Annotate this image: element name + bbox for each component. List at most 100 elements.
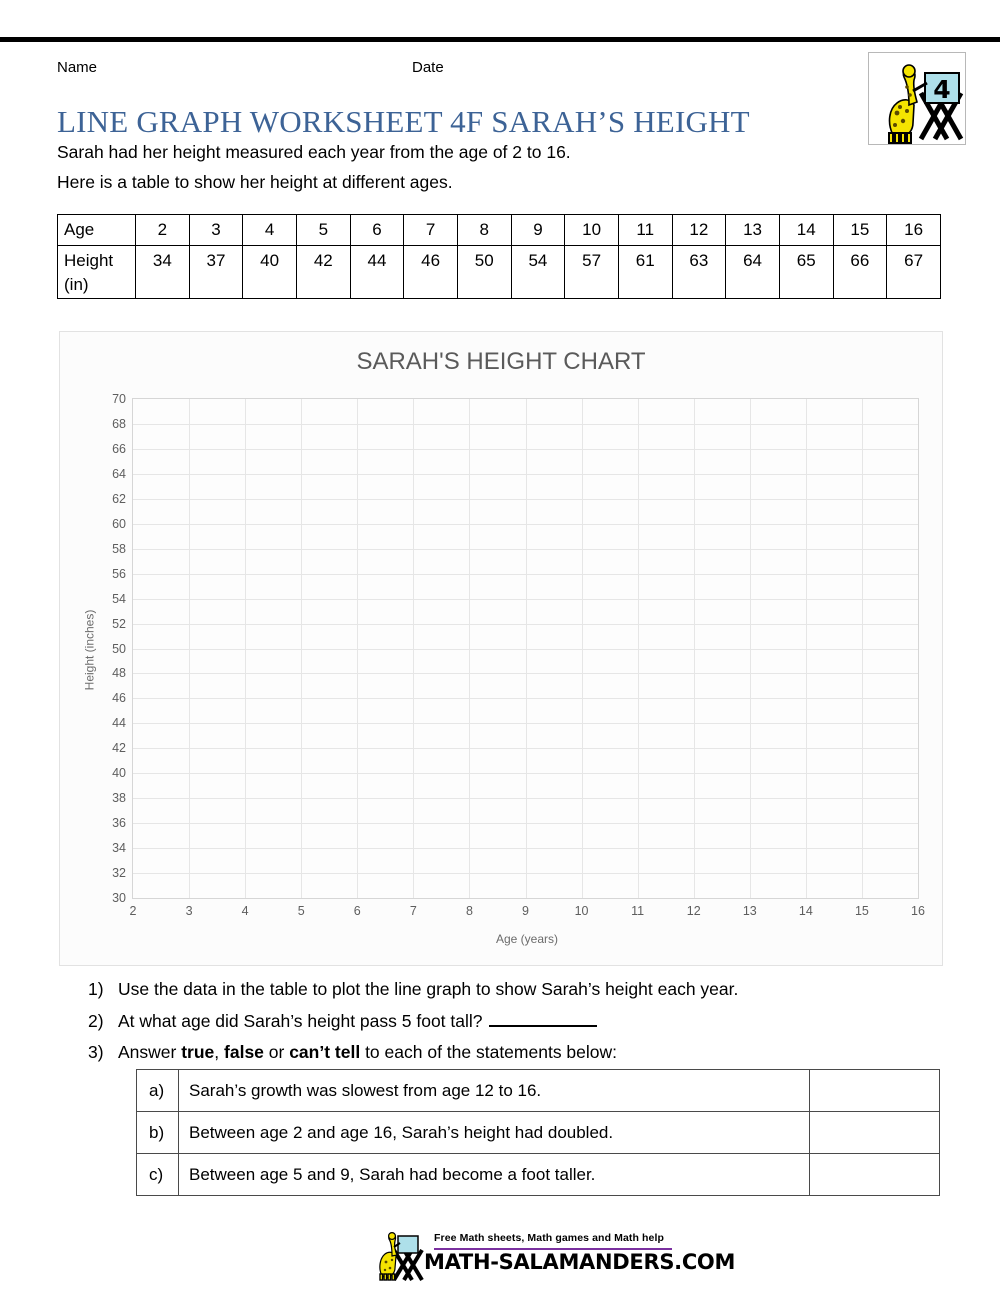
y-tick-label: 58 (112, 541, 126, 556)
height-cell: 66 (832, 245, 888, 299)
x-tick-label: 8 (465, 904, 473, 918)
statements-answer-table: a) Sarah’s growth was slowest from age 12… (136, 1069, 940, 1196)
y-tick-label: 68 (112, 416, 126, 431)
height-cell: 57 (564, 245, 619, 299)
y-axis-ticks: 70 68 66 64 62 60 58 56 54 52 50 48 46 44 42 40 38 36 34 32… (82, 392, 126, 905)
y-tick-label: 36 (112, 816, 126, 831)
y-tick-label: 48 (112, 666, 126, 681)
y-tick-label: 42 (112, 741, 126, 756)
question-3-option-true: true (181, 1042, 215, 1062)
intro-line-1: Sarah had her height measured each year … (57, 142, 571, 162)
gridline-vertical (189, 399, 191, 898)
x-tick-label: 11 (631, 904, 645, 918)
worksheet-header: Name Date (57, 59, 857, 81)
gridline-vertical (413, 399, 415, 898)
x-tick-label: 16 (911, 904, 925, 918)
age-cell: 7 (403, 214, 458, 246)
age-cell: 3 (188, 214, 244, 246)
x-tick-label: 10 (574, 904, 589, 918)
gridline-vertical (301, 399, 303, 898)
height-data-table: Age 2 3 4 5 6 7 8 9 10 11 12 13 14 15 16 Height (in) 3… (57, 214, 941, 299)
giraffe-easel-logo-icon: 4 (868, 52, 966, 145)
y-tick-label: 40 (112, 766, 126, 781)
gridline-vertical (245, 399, 247, 898)
age-cell: 8 (456, 214, 512, 246)
height-cell: 37 (188, 245, 244, 299)
question-3-sep-1: , (214, 1042, 225, 1062)
age-cell: 15 (832, 214, 888, 246)
question-2: 2) At what age did Sarah’s height pass 5 … (88, 1011, 597, 1032)
gridline-vertical (861, 399, 863, 898)
height-cell: 42 (295, 245, 351, 299)
x-tick-label: 15 (854, 904, 869, 918)
row-label-age: Age (57, 214, 136, 246)
svg-text:4: 4 (933, 75, 950, 104)
y-tick-label: 52 (112, 616, 126, 631)
age-cell: 10 (564, 214, 619, 246)
table-row: b) Between age 2 and age 16, Sarah’s heig… (136, 1111, 940, 1154)
question-2-text: At what age did Sarah’s height pass 5 fo… (118, 1011, 483, 1031)
gridline-vertical (581, 399, 583, 898)
height-cell: 54 (510, 245, 566, 299)
table-row: c) Between age 5 and 9, Sarah had become … (136, 1153, 940, 1196)
age-cell: 13 (725, 214, 780, 246)
gridline-vertical (749, 399, 751, 898)
footer-tagline: Free Math sheets, Math games and Math he… (434, 1232, 664, 1244)
chart-plot-area[interactable] (132, 398, 919, 899)
statement-index: b) (136, 1111, 179, 1154)
question-2-answer-blank[interactable] (488, 1012, 597, 1027)
y-tick-label: 30 (112, 891, 126, 905)
question-3-number: 3) (88, 1042, 104, 1062)
statement-text: Between age 5 and 9, Sarah had become a … (178, 1153, 810, 1196)
row-label-height-unit: (in) (64, 275, 89, 294)
age-cell: 2 (135, 214, 190, 246)
question-3: 3) Answer true, false or can’t tell to ea… (88, 1042, 617, 1063)
x-tick-label: 3 (185, 904, 193, 918)
x-tick-label: 14 (798, 904, 813, 918)
name-label: Name (57, 59, 98, 76)
gridline-vertical (693, 399, 695, 898)
age-cell: 9 (510, 214, 566, 246)
x-tick-label: 7 (409, 904, 417, 918)
y-tick-label: 44 (112, 716, 126, 731)
statement-text: Sarah’s growth was slowest from age 12 t… (178, 1069, 810, 1112)
age-cell: 6 (349, 214, 405, 246)
intro-line-2: Here is a table to show her height at di… (57, 172, 453, 192)
question-3-prefix: Answer (118, 1042, 182, 1062)
statement-index: a) (136, 1069, 179, 1112)
question-3-option-false: false (224, 1042, 264, 1062)
x-tick-label: 9 (522, 904, 529, 918)
footer-divider (434, 1248, 672, 1250)
salamander-mascot-icon (379, 1231, 424, 1282)
height-cell: 63 (671, 245, 727, 299)
y-tick-label: 64 (112, 466, 126, 481)
x-tick-label: 5 (297, 904, 305, 918)
x-axis-title: Age (years) (495, 932, 559, 946)
gridline-vertical (525, 399, 527, 898)
y-tick-label: 34 (112, 841, 126, 856)
table-row-heights: Height (in) 34 37 40 42 44 46 50 54 57 61 63 64 65 66… (57, 245, 941, 299)
x-tick-label: 12 (686, 904, 701, 918)
age-cell: 4 (242, 214, 297, 246)
age-cell: 16 (886, 214, 941, 246)
x-tick-label: 13 (742, 904, 757, 918)
statement-answer-cell[interactable] (809, 1069, 940, 1112)
x-tick-label: 2 (129, 904, 137, 918)
height-cell: 61 (617, 245, 673, 299)
y-tick-label: 70 (112, 392, 126, 406)
gridline-vertical (357, 399, 359, 898)
x-tick-label: 6 (353, 904, 361, 918)
age-cell: 5 (295, 214, 351, 246)
y-tick-label: 50 (112, 641, 126, 656)
question-3-option-cant-tell: can’t tell (289, 1042, 361, 1062)
age-cell: 12 (671, 214, 727, 246)
chart-title: SARAH'S HEIGHT CHART (356, 348, 646, 375)
age-cell: 14 (778, 214, 834, 246)
statement-answer-cell[interactable] (809, 1111, 940, 1154)
gridline-vertical (469, 399, 471, 898)
question-1: 1) Use the data in the table to plot the … (88, 979, 738, 1000)
y-tick-label: 60 (112, 516, 126, 531)
statement-index: c) (136, 1153, 179, 1196)
statement-answer-cell[interactable] (809, 1153, 940, 1196)
question-2-number: 2) (88, 1011, 104, 1031)
